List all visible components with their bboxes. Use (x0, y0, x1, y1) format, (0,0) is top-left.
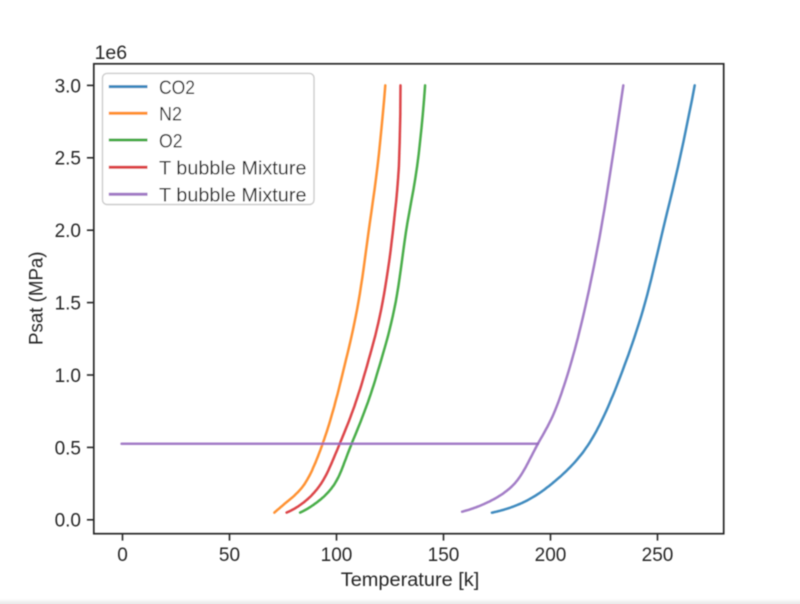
svg-text:N2: N2 (159, 105, 182, 126)
svg-text:0.0: 0.0 (55, 511, 81, 532)
svg-text:T bubble Mixture: T bubble Mixture (159, 159, 307, 180)
svg-text:1e6: 1e6 (95, 43, 128, 64)
svg-text:Psat (MPa): Psat (MPa) (27, 251, 48, 345)
svg-text:0.5: 0.5 (55, 438, 81, 459)
svg-text:50: 50 (219, 545, 240, 566)
svg-text:Temperature [k]: Temperature [k] (341, 570, 480, 591)
svg-text:1.0: 1.0 (55, 366, 81, 387)
svg-text:150: 150 (428, 545, 460, 566)
svg-text:T bubble Mixture: T bubble Mixture (159, 186, 307, 207)
svg-text:100: 100 (321, 545, 353, 566)
svg-text:CO2: CO2 (159, 78, 195, 99)
svg-text:2.0: 2.0 (55, 221, 81, 242)
svg-text:250: 250 (642, 545, 674, 566)
svg-text:2.5: 2.5 (55, 149, 81, 170)
svg-text:1.5: 1.5 (55, 294, 81, 315)
svg-text:0: 0 (117, 545, 128, 566)
svg-text:3.0: 3.0 (55, 76, 81, 97)
svg-text:O2: O2 (159, 131, 183, 152)
svg-text:200: 200 (535, 545, 567, 566)
